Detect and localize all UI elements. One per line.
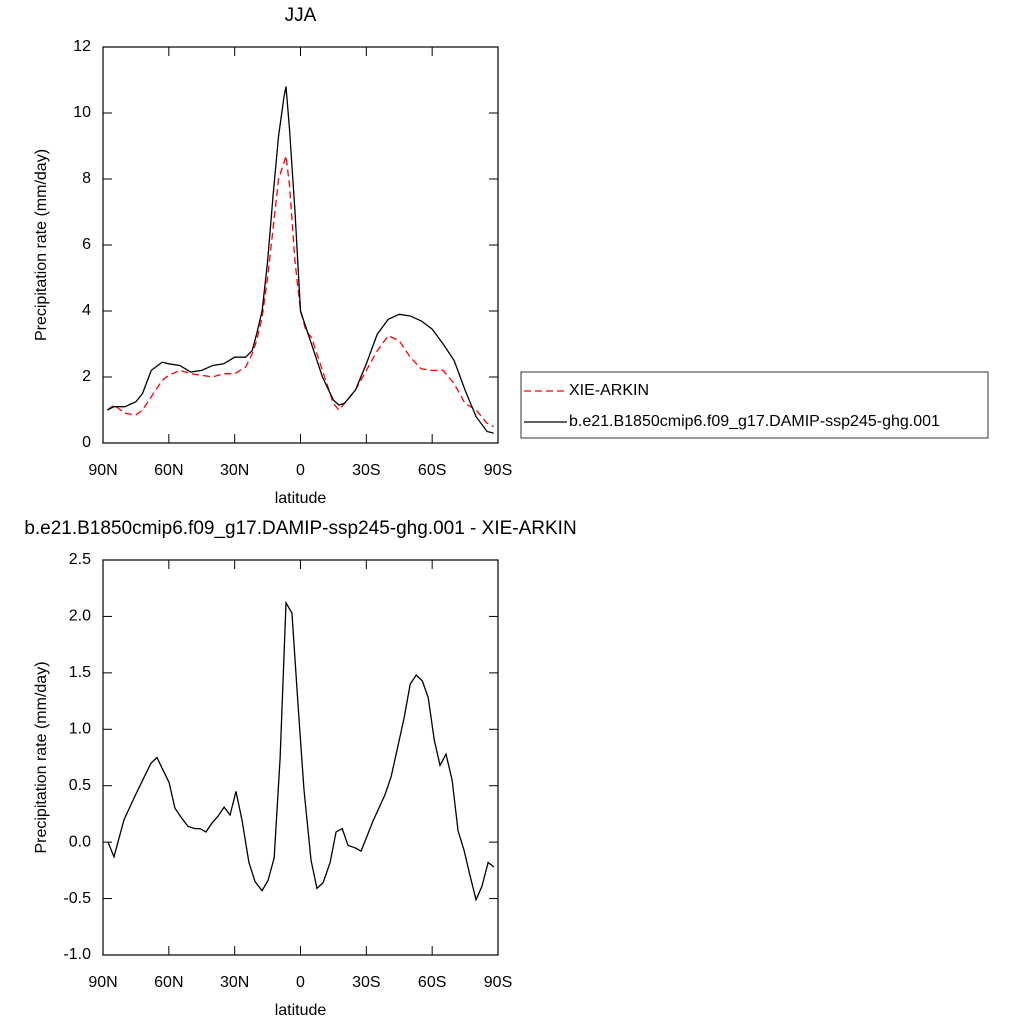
x-tick-label: 90N xyxy=(88,974,117,991)
y-tick-label: 8 xyxy=(82,170,91,187)
data-line xyxy=(106,155,494,428)
x-tick-label: 0 xyxy=(296,462,305,479)
x-tick-label: 0 xyxy=(296,974,305,991)
y-tick-label: 0.5 xyxy=(69,777,91,794)
data-line xyxy=(107,600,495,902)
x-tick-label: 90S xyxy=(484,974,512,991)
x-tick-label: 30S xyxy=(352,974,380,991)
y-tick-label: 1.0 xyxy=(69,721,91,738)
x-tick-label: 60S xyxy=(418,462,446,479)
y-tick-label: 2 xyxy=(82,368,91,385)
y-tick-label: 1.5 xyxy=(69,664,91,681)
x-tick-label: 90N xyxy=(88,462,117,479)
legend-box xyxy=(520,371,989,439)
y-tick-label: -1.0 xyxy=(63,946,91,963)
data-line xyxy=(107,86,494,434)
x-tick-label: 60S xyxy=(418,974,446,991)
y-tick-label: 6 xyxy=(82,236,91,253)
legend-label: b.e21.B1850cmip6.f09_g17.DAMIP-ssp245-gh… xyxy=(569,413,940,430)
y-tick-label: -0.5 xyxy=(63,890,91,907)
legend-label: XIE-ARKIN xyxy=(569,382,649,399)
y-tick-label: 12 xyxy=(73,38,91,55)
y-tick-label: 2.5 xyxy=(69,551,91,568)
plot-frame xyxy=(102,46,499,444)
y-tick-label: 2.0 xyxy=(69,608,91,625)
x-tick-label: 30N xyxy=(220,462,249,479)
x-axis-label: latitude xyxy=(275,490,327,507)
y-tick-label: 0.0 xyxy=(69,833,91,850)
y-axis-label: Precipitation rate (mm/day) xyxy=(33,149,50,341)
y-axis-label: Precipitation rate (mm/day) xyxy=(33,661,50,853)
y-tick-label: 0 xyxy=(82,434,91,451)
y-tick-label: 10 xyxy=(73,104,91,121)
y-tick-label: 4 xyxy=(82,302,91,319)
x-axis-label: latitude xyxy=(275,1002,327,1019)
chart-title: JJA xyxy=(285,5,317,26)
x-tick-label: 30N xyxy=(220,974,249,991)
x-tick-label: 30S xyxy=(352,462,380,479)
x-tick-label: 60N xyxy=(154,462,183,479)
chart-title: b.e21.B1850cmip6.f09_g17.DAMIP-ssp245-gh… xyxy=(24,518,576,539)
plot-frame xyxy=(102,559,499,956)
x-tick-label: 60N xyxy=(154,974,183,991)
x-tick-label: 90S xyxy=(484,462,512,479)
